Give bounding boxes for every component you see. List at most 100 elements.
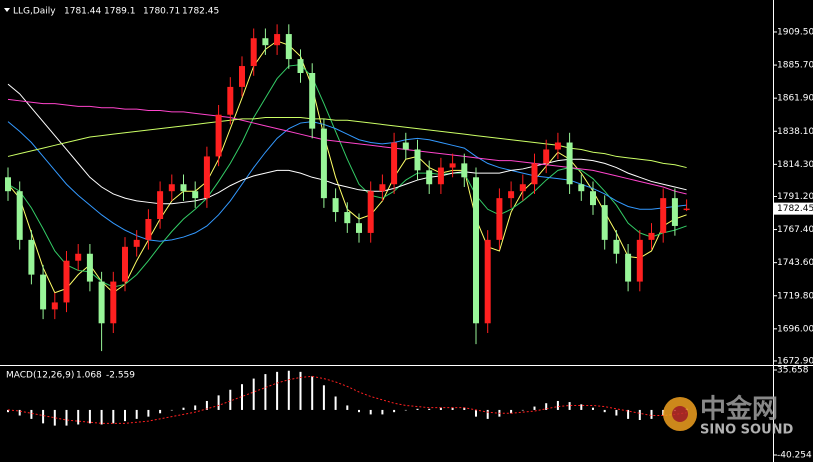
macd-bar xyxy=(42,409,45,424)
candle-body xyxy=(367,191,374,233)
macd-bar xyxy=(77,409,80,425)
watermark: 中金网 SINO SOUND xyxy=(663,394,794,438)
header-high: 1789.1 xyxy=(104,7,136,17)
candle-body xyxy=(484,239,491,324)
candle-body xyxy=(590,191,596,206)
macd-value: 1.068 xyxy=(76,371,102,381)
macd-bar xyxy=(170,409,173,411)
candle-body xyxy=(473,177,479,324)
header-low: 1780.71 xyxy=(143,7,180,17)
macd-bar xyxy=(404,409,407,411)
moving-average xyxy=(7,121,687,242)
macd-bar xyxy=(346,405,349,410)
candle-body xyxy=(309,73,316,129)
candle-body xyxy=(75,253,82,261)
signal-line xyxy=(7,375,687,424)
macd-bar xyxy=(264,374,267,410)
macd-bar xyxy=(592,407,594,410)
candle-body xyxy=(543,149,550,164)
macd-bar xyxy=(299,371,302,410)
candle-body xyxy=(16,191,23,240)
menu-arrow[interactable] xyxy=(4,8,10,12)
candle-body xyxy=(461,163,468,178)
candle-body xyxy=(356,223,362,233)
macd-bar xyxy=(521,409,524,411)
candle-body xyxy=(344,212,351,224)
y-tick-label: -40.254 xyxy=(777,451,812,461)
y-tick-label: 1838.10 xyxy=(777,127,813,137)
candle-body xyxy=(51,302,58,310)
candle-body xyxy=(250,38,257,67)
candle-body xyxy=(239,66,245,87)
macd-bar xyxy=(556,400,559,410)
y-tick-label: 1861.90 xyxy=(777,94,813,104)
watermark-logo: 中金网 xyxy=(700,394,778,425)
y-tick-label: 1767.40 xyxy=(777,225,813,235)
candle-body xyxy=(274,34,281,46)
moving-average xyxy=(7,98,687,195)
candle-body xyxy=(5,177,11,192)
macd-bar xyxy=(124,409,126,422)
candle-body xyxy=(157,191,164,219)
y-tick-label: 1672.90 xyxy=(777,356,813,366)
candle-body xyxy=(671,198,678,226)
macd-bar xyxy=(568,402,571,410)
macd-bar xyxy=(147,409,150,417)
y-tick-label: 1696.00 xyxy=(777,324,813,334)
candle-body xyxy=(40,274,47,310)
header-close: 1782.45 xyxy=(182,7,219,17)
candle-body xyxy=(437,167,444,185)
macd-bar xyxy=(159,409,162,414)
candle-body xyxy=(332,198,339,213)
macd-bar xyxy=(416,408,419,410)
macd-bar xyxy=(627,409,630,419)
candle-body xyxy=(636,239,643,282)
macd-bar xyxy=(182,407,185,410)
candle-body xyxy=(391,142,398,185)
macd-bar xyxy=(638,409,641,421)
candle-body xyxy=(578,184,585,192)
candle-body xyxy=(496,198,503,240)
watermark-icon-inner xyxy=(672,406,688,422)
y-tick-label: 1719.80 xyxy=(777,291,813,301)
candle-body xyxy=(203,156,210,199)
candle-body xyxy=(554,142,561,150)
macd-bar xyxy=(603,409,606,413)
macd-bar xyxy=(217,395,220,410)
macd-bar xyxy=(194,405,197,410)
candle-body xyxy=(98,281,105,324)
y-tick-label: 1743.60 xyxy=(777,258,813,268)
candle-body xyxy=(379,184,386,192)
macd-bar xyxy=(381,409,384,415)
candle-body xyxy=(63,260,70,303)
macd-bar xyxy=(311,376,314,410)
candle-body xyxy=(180,184,187,192)
candle-body xyxy=(227,86,234,115)
macd-bar xyxy=(287,370,290,410)
candle-body xyxy=(531,163,538,185)
candle-body xyxy=(566,142,573,185)
candle-body xyxy=(613,239,620,254)
candle-body xyxy=(648,232,655,240)
candle-body xyxy=(320,128,327,199)
macd-bar xyxy=(100,409,103,425)
macd-bar xyxy=(463,407,466,410)
macd-bar xyxy=(439,407,442,410)
macd-bar xyxy=(30,409,33,419)
macd-bar xyxy=(53,409,56,426)
candle-body xyxy=(192,191,199,199)
macd-bar xyxy=(358,409,360,413)
candle-body xyxy=(215,114,222,157)
candle-body xyxy=(285,34,292,60)
macd-bar xyxy=(369,409,372,415)
symbol-title: LLG,Daily xyxy=(13,7,56,17)
macd-bar xyxy=(322,385,325,410)
macd-bar xyxy=(65,409,68,426)
candle-body xyxy=(625,253,632,282)
candle-body xyxy=(28,239,35,275)
y-tick-label: 1885.70 xyxy=(777,61,813,71)
candle-body xyxy=(297,59,304,73)
macd-bar xyxy=(229,389,232,410)
candle-body xyxy=(519,184,526,192)
